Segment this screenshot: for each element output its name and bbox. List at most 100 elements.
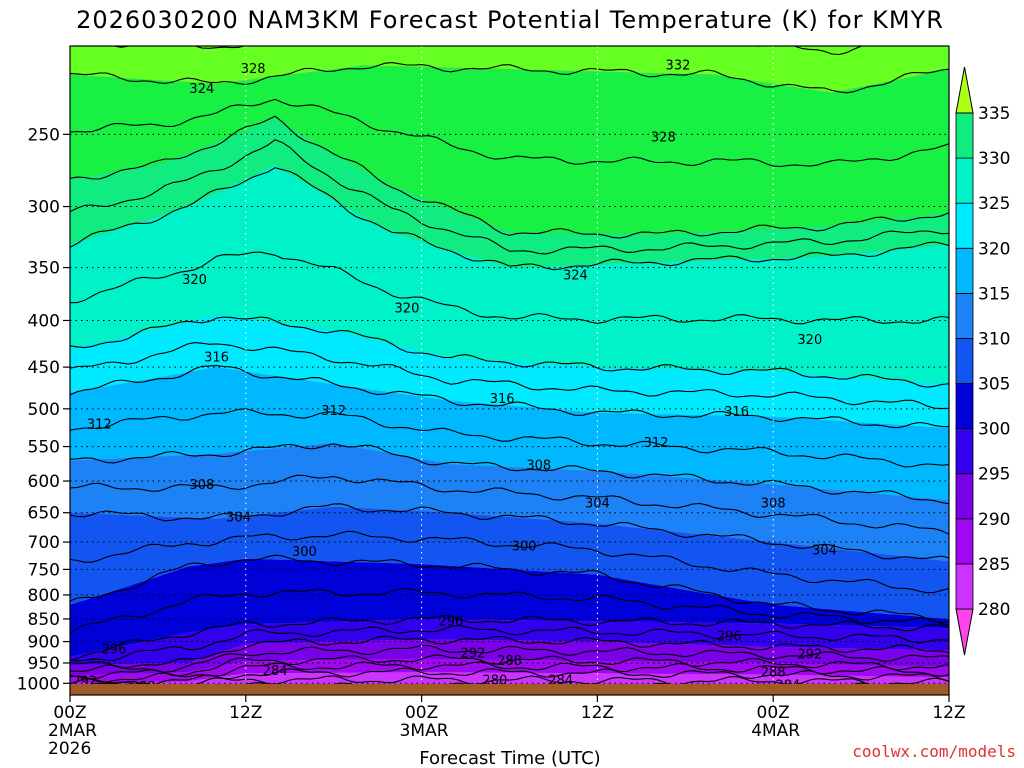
- contour-line: [70, 139, 949, 255]
- x-tick-label: 00Z: [53, 703, 86, 723]
- contour-line: [70, 530, 949, 594]
- x-tick-label: 4MAR: [751, 721, 800, 741]
- colorbar-label: 335: [978, 104, 1010, 124]
- y-tick-label: 650: [28, 504, 60, 524]
- colorbar-label: 300: [978, 420, 1010, 440]
- contour-line: [70, 644, 949, 673]
- x-tick-label: 2MAR: [48, 721, 97, 741]
- y-tick-label: 250: [28, 125, 60, 145]
- contour-label: 312: [321, 404, 346, 419]
- gridlines: [70, 46, 949, 695]
- contour-line: [70, 625, 949, 662]
- y-tick-label: 450: [28, 358, 60, 378]
- contour-label: 296: [102, 642, 127, 657]
- y-tick-label: 300: [28, 198, 60, 218]
- contour-label: 300: [512, 540, 537, 555]
- y-tick-label: 850: [28, 610, 60, 630]
- contour-line: [70, 62, 949, 94]
- contour-labels: 332 328 324 328 324 320 320 320 316 316 316 312 312 3…: [72, 58, 837, 695]
- contour-label-text: 300: [292, 545, 317, 560]
- y-tick-label: 1000: [17, 674, 60, 694]
- contour-label: 296: [438, 615, 463, 630]
- contour-label: 308: [761, 496, 786, 511]
- credit-text: coolwx.com/models: [852, 742, 1016, 761]
- contour-label: 304: [585, 496, 610, 511]
- contour-label: 296: [717, 630, 742, 645]
- contour-line: [70, 654, 949, 680]
- contour-label-text: 296: [717, 630, 742, 645]
- colorbar-segment: [955, 247, 974, 294]
- contour-label-text: 304: [226, 511, 251, 526]
- x-tick-label: 3MAR: [400, 721, 449, 741]
- band-7: [70, 367, 949, 501]
- y-tick-label: 400: [28, 311, 60, 331]
- y-tick-label: 700: [28, 533, 60, 553]
- contour-label: 304: [812, 543, 837, 558]
- y-axis: 250 300 350 400 450 500 550 600 650 700 750 800 850 9…: [17, 125, 70, 694]
- colorbar-label: 285: [978, 555, 1010, 575]
- contour-label-text: 320: [395, 301, 420, 316]
- colorbar-segment: [955, 157, 974, 204]
- contour-line: [70, 615, 949, 662]
- contour-line: [70, 474, 949, 535]
- y-tick-label: 600: [28, 472, 60, 492]
- contour-line: [70, 661, 949, 683]
- contour-label-text: 292: [460, 647, 485, 662]
- contour-label-text: 312: [321, 404, 346, 419]
- y-tick-label: 950: [28, 654, 60, 674]
- contour-label-text: 324: [189, 82, 214, 97]
- contour-line: [70, 167, 949, 271]
- y-tick-label: 500: [28, 400, 60, 420]
- chart-title: 2026030200 NAM3KM Forecast Potential Tem…: [76, 6, 944, 34]
- contour-label-text: 328: [241, 62, 266, 77]
- band-8: [70, 315, 949, 429]
- contour-label-text: 308: [526, 459, 551, 474]
- contour-label-text: 312: [87, 417, 112, 432]
- contour-label: 324: [189, 82, 214, 97]
- contour-label-text: 324: [563, 268, 588, 283]
- contour-line: [70, 115, 949, 239]
- colorbar-arrow-low: [955, 608, 974, 656]
- plot-frame: [69, 45, 950, 696]
- contour-label-text: 332: [666, 58, 691, 73]
- colorbar-label: 330: [978, 149, 1010, 169]
- contour-label: 332: [666, 58, 691, 73]
- y-tick-label: 800: [28, 586, 60, 606]
- contour-line: [112, 46, 866, 56]
- band-10: [70, 118, 949, 268]
- contour-label: 328: [241, 62, 266, 77]
- contour-label: 328: [651, 131, 676, 146]
- colorbar-label: 295: [978, 465, 1010, 485]
- contour-label-text: 316: [724, 405, 749, 420]
- contour-label: 316: [724, 405, 749, 420]
- contour-label-text: 304: [812, 543, 837, 558]
- contour-line: [70, 251, 949, 325]
- x-tick-label: 2026: [48, 739, 91, 759]
- contour-lines: [70, 46, 949, 693]
- band-6: [70, 443, 949, 562]
- contour-label: 308: [526, 459, 551, 474]
- contour-line: [70, 587, 949, 634]
- colorbar-label: 290: [978, 510, 1010, 530]
- colorbar-legend: 280 285 290 295 300 305 310 315 320 325 330 335: [955, 66, 1010, 656]
- band-4: [70, 558, 949, 657]
- contour-label-text: 308: [761, 496, 786, 511]
- contour-label-text: 316: [490, 392, 515, 407]
- colorbar-segment: [955, 428, 974, 475]
- contour-label: 320: [182, 273, 207, 288]
- contour-label-text: 296: [102, 642, 127, 657]
- colorbar-label: 320: [978, 239, 1010, 259]
- contour-label: 320: [395, 301, 420, 316]
- contour-line: [70, 443, 949, 505]
- contour-label: 312: [644, 436, 669, 451]
- colorbar-segment: [955, 292, 974, 339]
- contour-label-text: 284: [263, 664, 288, 679]
- contour-label-text: 328: [651, 131, 676, 146]
- contour-label-text: 288: [761, 665, 786, 680]
- x-tick-label: 00Z: [757, 703, 790, 723]
- contour-label: 324: [563, 268, 588, 283]
- band-5: [70, 506, 949, 619]
- colorbar-label: 325: [978, 194, 1010, 214]
- band-11: [70, 65, 949, 235]
